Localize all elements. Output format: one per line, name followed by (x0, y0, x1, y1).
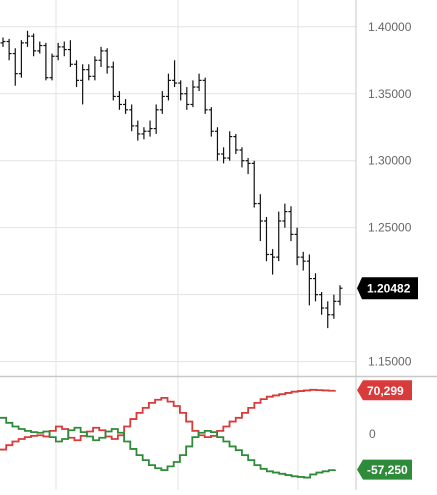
ohlc-bar (165, 73, 171, 101)
price-tick-label: 1.15000 (368, 355, 412, 369)
long-positions-value: 70,299 (367, 384, 404, 398)
ohlc-bar (270, 249, 276, 275)
ohlc-bar (25, 30, 31, 47)
ohlc-bar (233, 133, 239, 155)
ohlc-bar (55, 42, 61, 61)
ohlc-bar (325, 301, 331, 329)
short-positions-line (0, 416, 336, 479)
ohlc-bar (80, 64, 86, 105)
ohlc-bar (331, 294, 337, 319)
price-tick-label: 1.35000 (368, 87, 412, 101)
ohlc-bar (43, 42, 49, 81)
ohlc-bar (300, 251, 306, 271)
indicator-zero-label: 0 (369, 427, 376, 441)
long-positions-line (0, 388, 336, 451)
ohlc-bar (74, 60, 80, 88)
ohlc-bar (172, 60, 178, 88)
grid-lines (0, 0, 356, 490)
ohlc-bar (337, 285, 343, 306)
ohlc-bar (31, 33, 37, 57)
ohlc-bar (6, 38, 12, 61)
ohlc-bar (0, 37, 6, 47)
ohlc-bar (312, 273, 318, 302)
ohlc-bar (257, 194, 263, 242)
ohlc-bar (178, 80, 184, 101)
ohlc-bar (104, 48, 110, 74)
ohlc-bar (110, 61, 116, 101)
ohlc-bar (276, 211, 282, 262)
ohlc-bar (214, 127, 220, 161)
ohlc-bar (141, 127, 147, 140)
ohlc-bar (294, 227, 300, 266)
ohlc-bar (61, 41, 67, 57)
ohlc-bar (227, 131, 233, 161)
last-price-badge: 1.20482 (357, 277, 418, 300)
ohlc-bar (92, 56, 98, 81)
ohlc-bar (116, 91, 122, 110)
price-tick-label: 1.25000 (368, 221, 412, 235)
ohlc-bar (49, 53, 55, 81)
ohlc-bar (184, 87, 190, 110)
short-positions-value: -57,250 (367, 463, 408, 477)
ohlc-bar (221, 147, 227, 164)
ohlc-bar (208, 107, 214, 137)
ohlc-bar (202, 77, 208, 114)
positioning-indicator: 0 70,299 -57,250 (0, 380, 412, 480)
ohlc-bar (196, 73, 202, 92)
ohlc-bar (282, 203, 288, 228)
ohlc-bar (67, 40, 73, 67)
ohlc-bar (12, 48, 18, 86)
ohlc-bar (263, 216, 269, 262)
ohlc-bar (153, 104, 159, 134)
ohlc-bar (319, 291, 325, 315)
ohlc-bar (159, 91, 165, 114)
last-price-label: 1.20482 (367, 282, 411, 296)
last-price-badge-shape (357, 277, 418, 300)
short-positions-value-badge (357, 459, 412, 480)
price-tick-label: 1.30000 (368, 154, 412, 168)
ohlc-bar (129, 104, 135, 132)
ohlc-bar (239, 147, 245, 168)
price-bars (0, 30, 343, 329)
ohlc-bar (147, 120, 153, 137)
ohlc-bar (251, 160, 257, 208)
ohlc-bar (135, 120, 141, 141)
ohlc-bar (288, 206, 294, 242)
ohlc-bar (190, 80, 196, 108)
ohlc-bar (37, 41, 43, 54)
ohlc-bar (86, 64, 92, 81)
ohlc-bar (123, 99, 129, 114)
ohlc-bar (306, 254, 312, 306)
ohlc-bar (245, 158, 251, 175)
ohlc-bar (98, 46, 104, 67)
price-tick-label: 1.40000 (368, 20, 412, 34)
long-positions-value-badge (357, 380, 412, 401)
ohlc-bar (18, 40, 24, 78)
